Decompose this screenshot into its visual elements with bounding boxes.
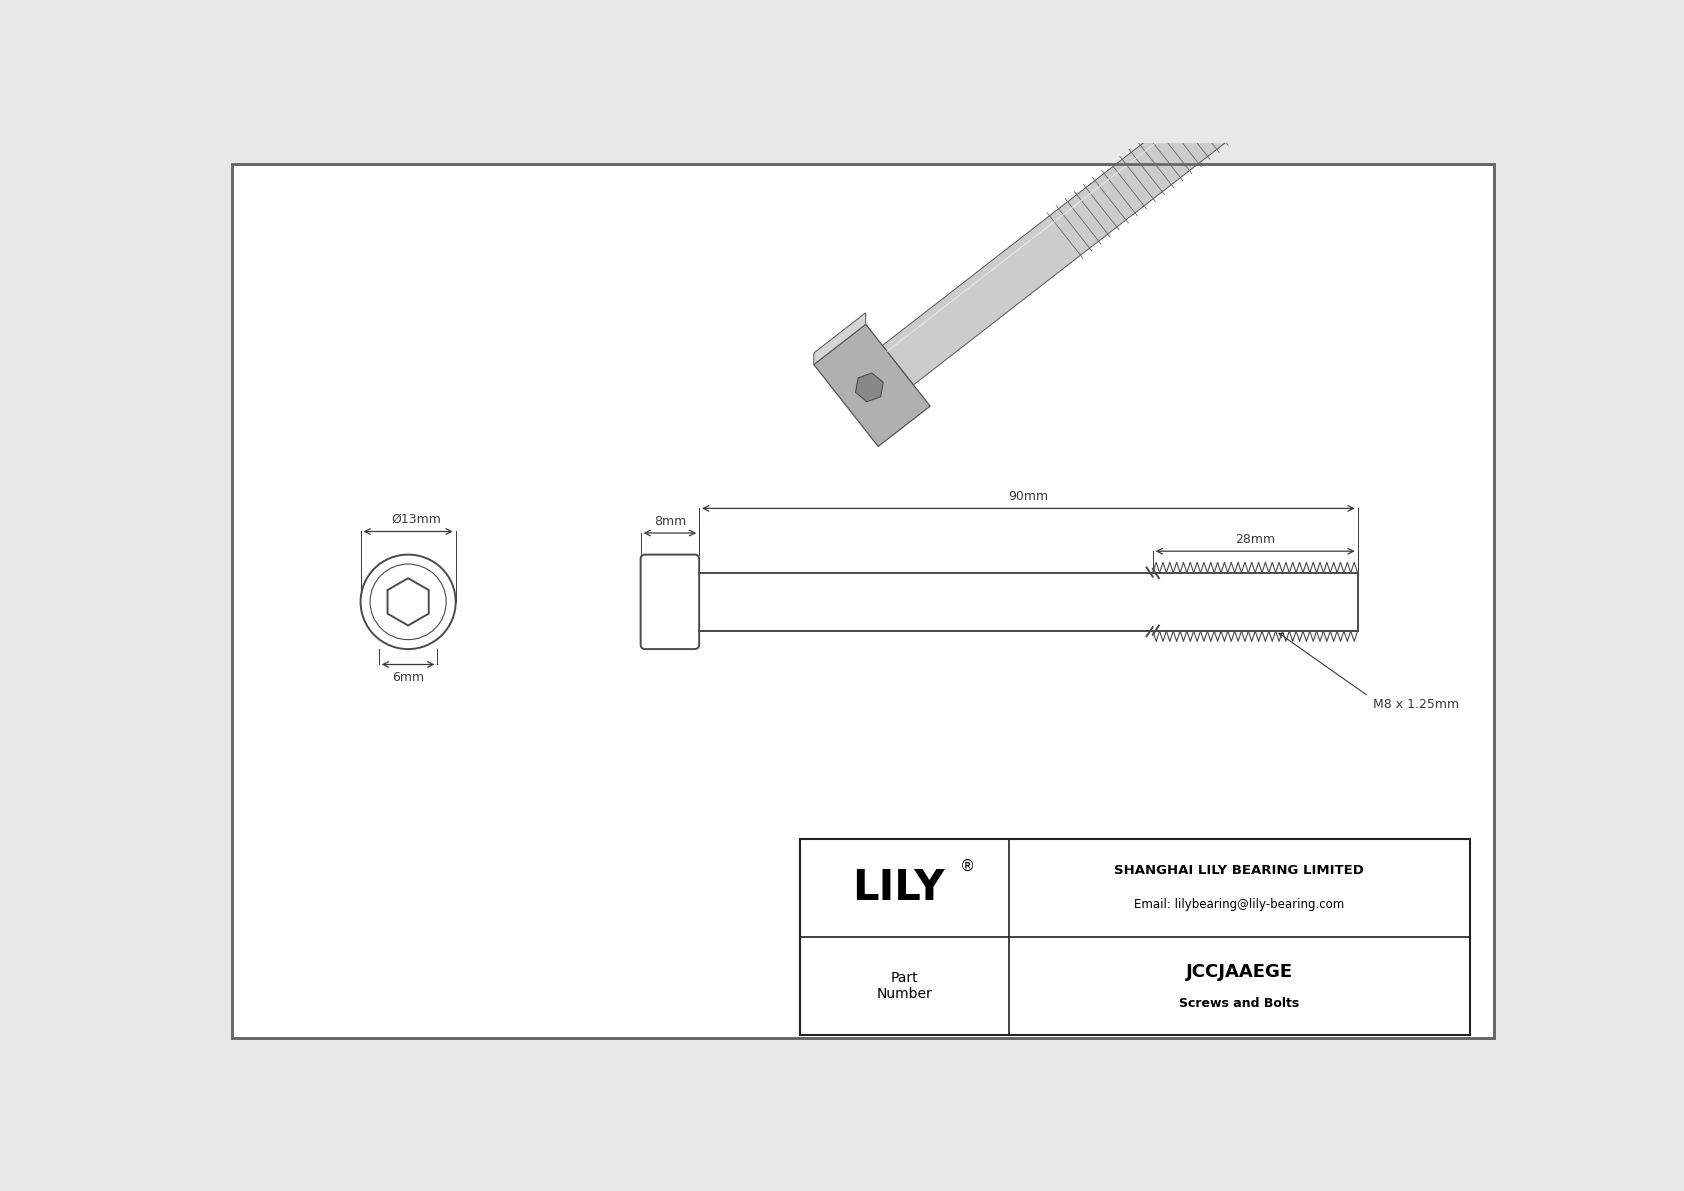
Text: 90mm: 90mm — [1009, 490, 1049, 503]
Text: 8mm: 8mm — [653, 515, 685, 528]
Circle shape — [360, 555, 456, 649]
Polygon shape — [882, 4, 1354, 385]
Text: 28mm: 28mm — [1234, 532, 1275, 545]
Bar — [800, 838, 1470, 1035]
Text: Screws and Bolts: Screws and Bolts — [1179, 997, 1300, 1010]
Circle shape — [370, 565, 446, 640]
Text: LILY: LILY — [852, 867, 945, 909]
Text: Part
Number: Part Number — [876, 971, 931, 1002]
Text: SHANGHAI LILY BEARING LIMITED: SHANGHAI LILY BEARING LIMITED — [1115, 865, 1364, 878]
Text: Email: lilybearing@lily-bearing.com: Email: lilybearing@lily-bearing.com — [1135, 898, 1344, 911]
Text: M8 x 1.25mm: M8 x 1.25mm — [1372, 698, 1458, 711]
Text: JCCJAAEGE: JCCJAAEGE — [1186, 964, 1293, 981]
Polygon shape — [813, 313, 866, 364]
Polygon shape — [813, 324, 930, 447]
Polygon shape — [855, 373, 882, 401]
Polygon shape — [387, 578, 429, 625]
Text: Ø13mm: Ø13mm — [391, 513, 441, 526]
FancyBboxPatch shape — [640, 555, 699, 649]
Text: ®: ® — [960, 859, 975, 874]
Text: 6mm: 6mm — [392, 671, 424, 684]
